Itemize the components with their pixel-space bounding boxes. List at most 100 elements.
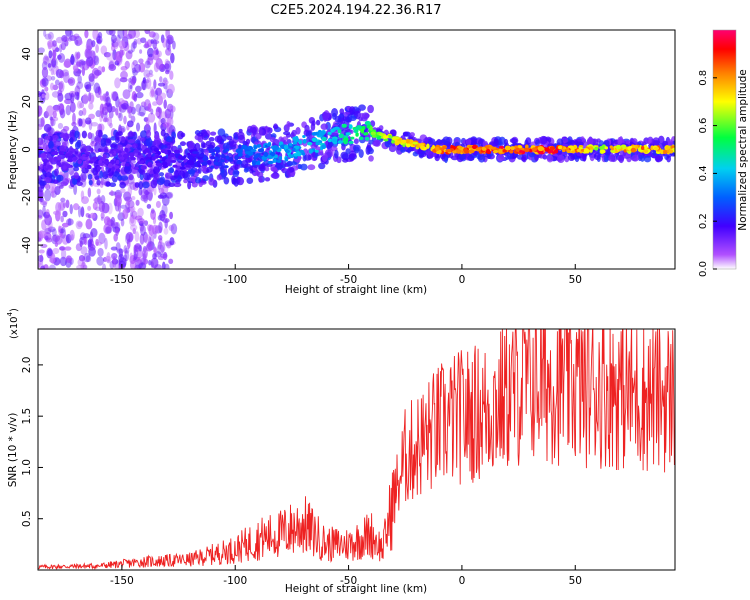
spectrogram-cell bbox=[80, 246, 88, 255]
spectrogram-cell bbox=[468, 145, 473, 149]
spectrogram-cell bbox=[98, 166, 102, 170]
spectrogram-cell bbox=[108, 64, 117, 72]
spectrogram-cell bbox=[151, 224, 159, 235]
spectrogram-cell bbox=[419, 145, 425, 150]
spectrogram-cell bbox=[187, 181, 192, 190]
spectrogram-cell bbox=[168, 258, 174, 265]
spectrogram-cell bbox=[155, 87, 163, 96]
spectrogram-cell bbox=[127, 49, 134, 54]
spectrogram-cell bbox=[145, 77, 152, 90]
spectrogram-cell bbox=[167, 83, 175, 95]
spectrogram-cell bbox=[139, 49, 143, 54]
spectrogram-cell bbox=[150, 208, 155, 214]
spectrogram-cell bbox=[72, 65, 79, 72]
spectrogram-cell bbox=[63, 71, 70, 84]
spectrogram-cell bbox=[69, 137, 74, 145]
spectrogram-cell bbox=[570, 146, 575, 151]
spectrogram-cell bbox=[198, 153, 205, 158]
spectrogram-cell bbox=[208, 177, 216, 186]
spectrogram-cell bbox=[173, 182, 182, 188]
spectrogram-cell bbox=[264, 166, 270, 172]
spectrogram-cell bbox=[88, 179, 93, 186]
spectrogram-cell bbox=[38, 137, 44, 146]
spectrogram-cell bbox=[115, 227, 119, 237]
spectrogram-cell bbox=[129, 152, 135, 158]
spectrogram-cell bbox=[163, 99, 167, 110]
spectrogram-cell bbox=[269, 151, 276, 157]
spectrogram-cell bbox=[55, 47, 60, 53]
spectrogram-cell bbox=[47, 249, 53, 257]
spectrogram-cell bbox=[153, 173, 160, 181]
spectrogram-cell bbox=[342, 116, 348, 122]
spectrogram-cell bbox=[115, 96, 120, 108]
spectrogram-cell bbox=[85, 84, 92, 93]
spectrogram-cell bbox=[162, 217, 170, 224]
spectrogram-cell bbox=[127, 184, 133, 197]
spectrogram-cell bbox=[378, 133, 386, 137]
spectrogram-cell bbox=[97, 247, 104, 257]
spectrogram-cell bbox=[315, 119, 321, 126]
spectrogram-cell bbox=[197, 164, 202, 168]
spectrogram-cell bbox=[150, 257, 159, 269]
spectrogram-cell bbox=[85, 255, 92, 263]
spectrogram-cell bbox=[388, 134, 392, 139]
spectrogram-cell bbox=[58, 82, 64, 90]
spectrogram-cell bbox=[553, 149, 559, 154]
colorbar: 0.0 0.2 0.4 0.6 0.8 Normalized spectral ampl… bbox=[698, 29, 749, 277]
spectrogram-cell bbox=[107, 163, 113, 169]
spectrogram-cell bbox=[80, 206, 85, 218]
spectrogram-cell bbox=[320, 123, 329, 131]
spectrogram-cell bbox=[630, 147, 637, 153]
spectrogram-cell bbox=[82, 233, 90, 239]
spectrogram-cell bbox=[272, 149, 276, 153]
spectrogram-cell bbox=[188, 140, 195, 150]
spectrogram-cell bbox=[240, 159, 249, 169]
spectrogram-cell bbox=[200, 141, 206, 149]
spectrogram-cell bbox=[52, 105, 61, 113]
spectrogram-cell bbox=[166, 191, 174, 199]
spectrogram-cell bbox=[145, 243, 153, 252]
spectrogram-cell bbox=[120, 204, 128, 209]
spectrogram-cell bbox=[293, 153, 298, 157]
spectrogram-cell bbox=[99, 157, 106, 161]
spectrogram-cell bbox=[140, 79, 148, 91]
spectrogram-cell bbox=[471, 144, 477, 150]
spectrogram-cell bbox=[92, 201, 98, 211]
spectrogram-cell bbox=[69, 204, 73, 215]
spectrogram-cell bbox=[168, 224, 174, 232]
colorbar-tick-label: 0.6 bbox=[698, 118, 709, 134]
spectrogram-cell bbox=[43, 30, 47, 37]
spectrogram-cell bbox=[217, 128, 226, 137]
spectrogram-cell bbox=[51, 57, 57, 68]
spectrogram-cell bbox=[64, 92, 73, 101]
spectrogram-cell bbox=[318, 162, 326, 170]
spectrogram-cell bbox=[88, 73, 95, 82]
snr-scale-label: (x104) bbox=[6, 308, 20, 339]
spectrogram-cell bbox=[90, 228, 98, 238]
spectrogram-cell bbox=[367, 104, 374, 114]
spectrogram-cell bbox=[147, 56, 154, 66]
spectrogram-cell bbox=[561, 149, 566, 153]
spectrogram-cell bbox=[80, 190, 85, 200]
spectrogram-cell bbox=[55, 209, 62, 218]
spectrogram-cell bbox=[285, 149, 291, 154]
spectrogram-cell bbox=[297, 151, 302, 157]
spectrogram-cell bbox=[196, 132, 204, 137]
spectrogram-cell bbox=[92, 167, 99, 176]
spectrogram-cell bbox=[144, 234, 152, 245]
spectrogram-cell bbox=[45, 208, 50, 216]
spectrogram-cell bbox=[38, 190, 45, 199]
spectrogram-cell bbox=[115, 107, 119, 116]
spectrogram-cell bbox=[47, 165, 53, 169]
spectrogram-cell bbox=[140, 194, 148, 202]
spectrogram-cell bbox=[364, 136, 370, 141]
spectrogram-cell bbox=[160, 34, 165, 44]
spectrogram-cell bbox=[129, 252, 133, 261]
spectrogram-cell bbox=[129, 211, 134, 217]
spectrogram-cell bbox=[162, 161, 168, 167]
spectrogram-cell bbox=[145, 138, 153, 147]
spectrogram-cell bbox=[276, 159, 282, 163]
spectrogram-cell bbox=[53, 156, 58, 162]
spectrogram-cell bbox=[153, 247, 157, 254]
spectrogram-cell bbox=[143, 258, 149, 265]
